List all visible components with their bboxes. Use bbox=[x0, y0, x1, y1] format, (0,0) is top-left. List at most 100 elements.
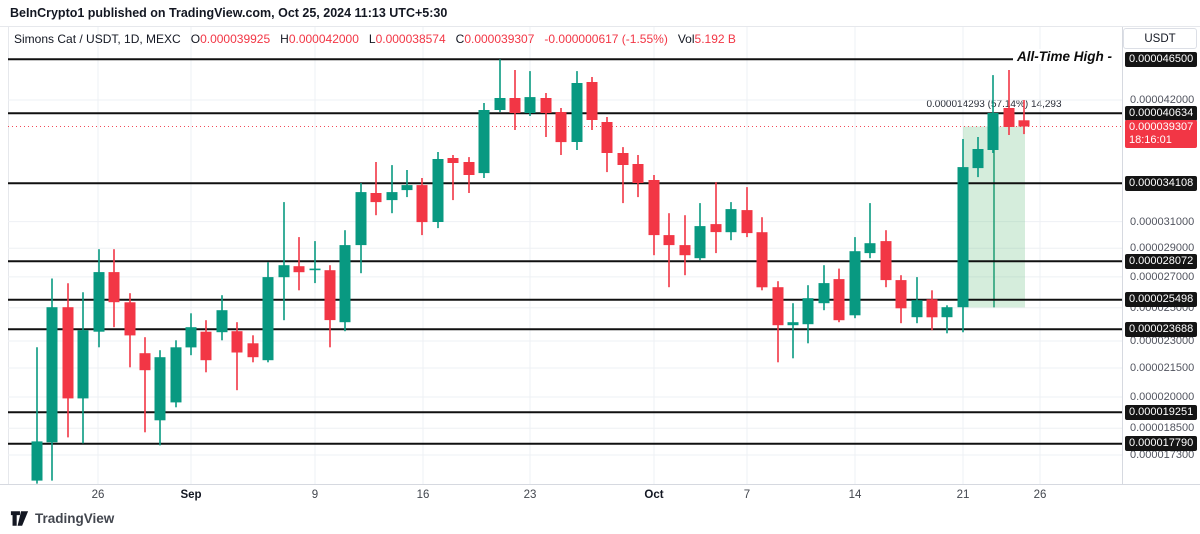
high-value: 0.000042000 bbox=[288, 32, 359, 46]
candle[interactable] bbox=[77, 292, 89, 444]
candle[interactable] bbox=[802, 285, 814, 344]
price-tick-42000: 0.000042000 bbox=[1130, 94, 1195, 106]
candle[interactable] bbox=[911, 277, 923, 324]
ohlc-low: L0.000038574 bbox=[369, 32, 446, 46]
candle[interactable] bbox=[370, 162, 382, 216]
chart-legend: Simons Cat / USDT, 1D, MEXC O0.000039925… bbox=[14, 32, 736, 46]
candle[interactable] bbox=[447, 155, 459, 201]
candle[interactable] bbox=[972, 137, 984, 178]
candle[interactable] bbox=[278, 202, 290, 321]
tradingview-logo-icon[interactable] bbox=[10, 510, 29, 527]
candle[interactable] bbox=[540, 93, 552, 137]
gridlines bbox=[8, 27, 1122, 484]
tradingview-footer: TradingView bbox=[10, 510, 114, 527]
candlestick-series bbox=[31, 59, 1030, 484]
candle[interactable] bbox=[463, 157, 475, 193]
candle[interactable] bbox=[1018, 100, 1030, 135]
time-label-16: 16 bbox=[416, 489, 430, 501]
open-value: 0.000039925 bbox=[200, 32, 271, 46]
close-value: 0.000039307 bbox=[464, 32, 535, 46]
candle[interactable] bbox=[170, 340, 182, 408]
candle[interactable] bbox=[617, 147, 629, 204]
candle[interactable] bbox=[725, 202, 737, 241]
tradingview-wordmark[interactable]: TradingView bbox=[35, 511, 115, 526]
candle[interactable] bbox=[772, 281, 784, 363]
candle[interactable] bbox=[293, 237, 305, 291]
candle[interactable] bbox=[108, 249, 120, 328]
candle[interactable] bbox=[586, 77, 598, 130]
candle[interactable] bbox=[509, 70, 521, 130]
candle[interactable] bbox=[31, 347, 43, 484]
candle[interactable] bbox=[941, 305, 953, 334]
candle[interactable] bbox=[355, 183, 367, 274]
price-tick-23000: 0.000023000 bbox=[1130, 335, 1195, 347]
candle[interactable] bbox=[432, 152, 444, 229]
all-time-high-label: All-Time High - bbox=[1012, 49, 1116, 64]
candle[interactable] bbox=[632, 155, 644, 198]
candle[interactable] bbox=[787, 303, 799, 359]
symbol-title[interactable]: Simons Cat / USDT, 1D, MEXC bbox=[14, 32, 181, 46]
candle[interactable] bbox=[849, 237, 861, 319]
ohlc-open: O0.000039925 bbox=[191, 32, 270, 46]
candle[interactable] bbox=[139, 337, 151, 433]
candle[interactable] bbox=[663, 213, 675, 288]
candle[interactable] bbox=[231, 322, 243, 391]
candle[interactable] bbox=[494, 59, 506, 112]
candle[interactable] bbox=[1003, 70, 1015, 135]
candle[interactable] bbox=[386, 165, 398, 214]
candle[interactable] bbox=[648, 175, 660, 256]
time-axis[interactable]: 26 Sep 9 16 23 Oct 7 14 21 26 bbox=[0, 484, 1200, 506]
time-label-26: 26 bbox=[1033, 489, 1047, 501]
candle[interactable] bbox=[987, 75, 999, 153]
price-axis[interactable]: 0.000042000 0.000031000 0.000029000 0.00002… bbox=[1122, 27, 1200, 505]
candle[interactable] bbox=[416, 178, 428, 236]
candle[interactable] bbox=[216, 295, 228, 341]
candle[interactable] bbox=[154, 350, 166, 446]
candle[interactable] bbox=[679, 215, 691, 276]
time-label-oct: Oct bbox=[644, 489, 664, 501]
candle[interactable] bbox=[262, 262, 274, 363]
candle[interactable] bbox=[62, 283, 74, 438]
candle[interactable] bbox=[756, 217, 768, 291]
candle[interactable] bbox=[309, 241, 321, 284]
price-tick-27000: 0.000027000 bbox=[1130, 271, 1195, 283]
candle[interactable] bbox=[571, 71, 583, 150]
candle[interactable] bbox=[710, 182, 722, 254]
current-price-value: 0.000039307 bbox=[1129, 121, 1194, 133]
time-label-14: 14 bbox=[848, 489, 862, 501]
change-value: -0.000000617 (-1.55%) bbox=[544, 32, 668, 46]
price-tick-18500: 0.000018500 bbox=[1130, 422, 1195, 434]
candle[interactable] bbox=[694, 203, 706, 261]
bar-countdown-timer: 18:16:01 bbox=[1129, 134, 1172, 146]
time-label-26: 26 bbox=[91, 489, 105, 501]
candle[interactable] bbox=[524, 71, 536, 116]
candle[interactable] bbox=[124, 293, 136, 368]
current-price-badge: 0.000039307 18:16:01 bbox=[1125, 120, 1198, 148]
candle[interactable] bbox=[200, 320, 212, 373]
time-label-21: 21 bbox=[956, 489, 970, 501]
candle[interactable] bbox=[185, 313, 197, 356]
price-tick-20000: 0.000020000 bbox=[1130, 391, 1195, 403]
candle[interactable] bbox=[926, 290, 938, 331]
candle[interactable] bbox=[478, 103, 490, 178]
candle[interactable] bbox=[957, 139, 969, 333]
currency-toggle-button[interactable]: USDT bbox=[1123, 28, 1197, 49]
candle[interactable] bbox=[741, 187, 753, 238]
candle[interactable] bbox=[324, 265, 336, 348]
time-label-7: 7 bbox=[743, 489, 751, 501]
candle[interactable] bbox=[339, 230, 351, 332]
candle[interactable] bbox=[401, 170, 413, 198]
candle[interactable] bbox=[247, 335, 259, 363]
candle[interactable] bbox=[555, 108, 567, 155]
candle[interactable] bbox=[818, 265, 830, 311]
candle[interactable] bbox=[880, 230, 892, 288]
price-tick-31000: 0.000031000 bbox=[1130, 216, 1195, 228]
candle[interactable] bbox=[895, 275, 907, 324]
low-value: 0.000038574 bbox=[375, 32, 446, 46]
candle[interactable] bbox=[833, 268, 845, 323]
candle[interactable] bbox=[46, 278, 58, 481]
candle[interactable] bbox=[601, 117, 613, 173]
candle[interactable] bbox=[93, 249, 105, 348]
candle[interactable] bbox=[864, 203, 876, 259]
